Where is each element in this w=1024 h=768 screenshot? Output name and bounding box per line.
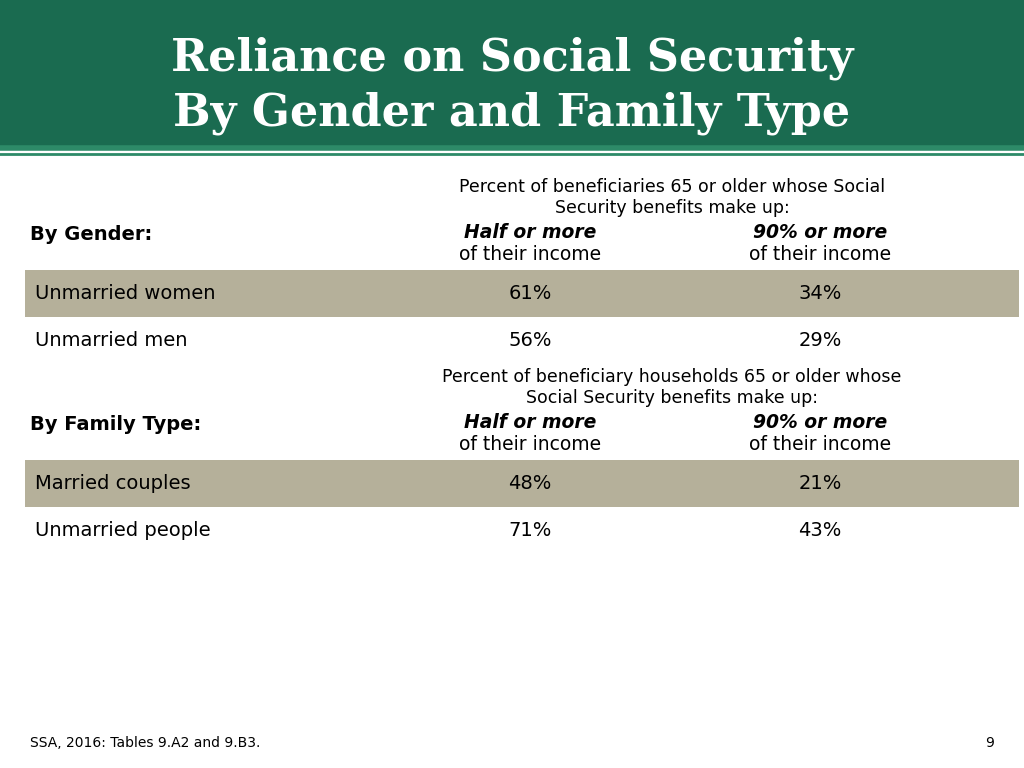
Text: 56%: 56%: [508, 331, 552, 350]
Text: 9: 9: [985, 736, 994, 750]
Text: Percent of beneficiary households 65 or older whose
Social Security benefits mak: Percent of beneficiary households 65 or …: [442, 368, 902, 407]
Text: SSA, 2016: Tables 9.A2 and 9.B3.: SSA, 2016: Tables 9.A2 and 9.B3.: [30, 736, 260, 750]
Text: Married couples: Married couples: [35, 474, 190, 493]
Text: Unmarried men: Unmarried men: [35, 331, 187, 350]
Text: Reliance on Social Security: Reliance on Social Security: [171, 36, 853, 80]
Text: Percent of beneficiaries 65 or older whose Social
Security benefits make up:: Percent of beneficiaries 65 or older who…: [459, 178, 885, 217]
FancyBboxPatch shape: [0, 0, 1024, 148]
Text: 61%: 61%: [508, 284, 552, 303]
Text: Unmarried people: Unmarried people: [35, 521, 211, 540]
Text: of their income: of their income: [749, 435, 891, 454]
Text: 71%: 71%: [508, 521, 552, 540]
Text: of their income: of their income: [749, 245, 891, 264]
Text: 48%: 48%: [508, 474, 552, 493]
Text: By Gender and Family Type: By Gender and Family Type: [173, 91, 851, 134]
Text: Half or more: Half or more: [464, 413, 596, 432]
Text: of their income: of their income: [459, 435, 601, 454]
Text: 29%: 29%: [799, 331, 842, 350]
Text: By Family Type:: By Family Type:: [30, 415, 202, 434]
Text: Half or more: Half or more: [464, 223, 596, 242]
Text: 90% or more: 90% or more: [753, 413, 887, 432]
FancyBboxPatch shape: [25, 460, 1019, 507]
Text: 90% or more: 90% or more: [753, 223, 887, 242]
Text: 21%: 21%: [799, 474, 842, 493]
FancyBboxPatch shape: [25, 270, 1019, 317]
Text: of their income: of their income: [459, 245, 601, 264]
Text: 43%: 43%: [799, 521, 842, 540]
Text: 34%: 34%: [799, 284, 842, 303]
Text: Unmarried women: Unmarried women: [35, 284, 215, 303]
Text: By Gender:: By Gender:: [30, 225, 153, 244]
